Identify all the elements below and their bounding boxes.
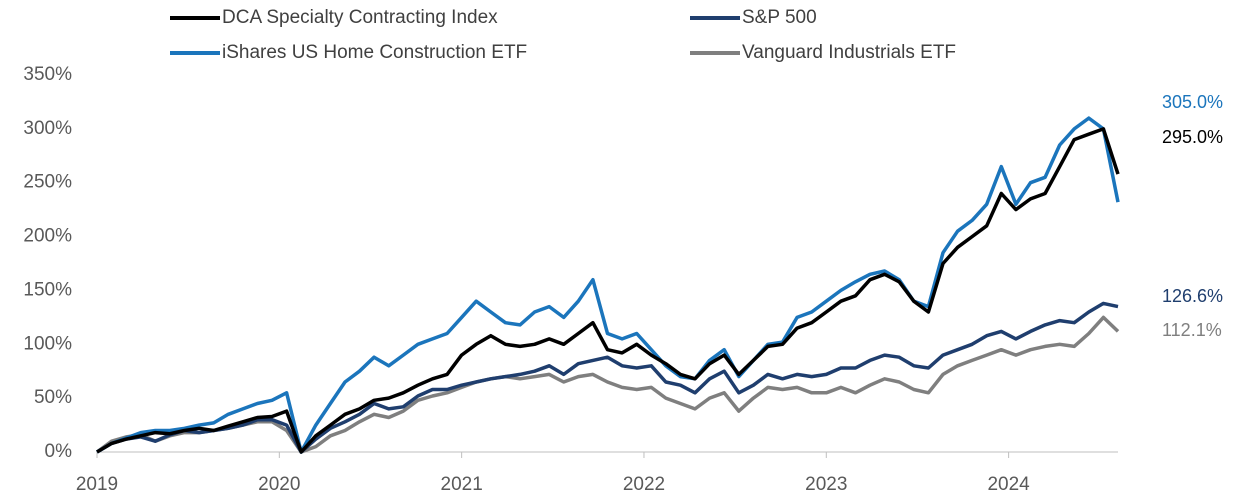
- series-line: [96, 301, 1119, 454]
- y-tick-label: 0%: [45, 441, 73, 462]
- series-line: [96, 127, 1120, 454]
- y-tick-label: 100%: [23, 333, 72, 354]
- y-tick-label: 300%: [23, 118, 72, 139]
- y-tick-label: 200%: [23, 226, 72, 247]
- end-annotation: 126.6%: [1162, 286, 1223, 306]
- legend-label: Vanguard Industrials ETF: [742, 42, 956, 63]
- x-tick-label: 2024: [987, 474, 1030, 495]
- x-tick-label: 2021: [441, 474, 483, 495]
- x-tick-label: 2023: [805, 474, 847, 495]
- x-tick-label: 2019: [76, 474, 118, 495]
- y-tick-label: 50%: [34, 387, 72, 408]
- legend-label: DCA Specialty Contracting Index: [222, 7, 498, 28]
- y-tick-label: 150%: [23, 279, 72, 300]
- end-annotation: 295.0%: [1162, 127, 1223, 147]
- legend-label: iShares US Home Construction ETF: [222, 42, 527, 63]
- end-annotation: 112.1%: [1162, 320, 1222, 340]
- y-tick-label: 350%: [23, 64, 72, 85]
- x-tick-label: 2020: [258, 474, 300, 495]
- legend-label: S&P 500: [742, 7, 817, 28]
- x-tick-label: 2022: [623, 474, 665, 495]
- series-line: [95, 315, 1120, 454]
- series-line: [96, 116, 1120, 454]
- end-annotation: 305.0%: [1162, 92, 1223, 112]
- y-tick-label: 250%: [23, 172, 72, 193]
